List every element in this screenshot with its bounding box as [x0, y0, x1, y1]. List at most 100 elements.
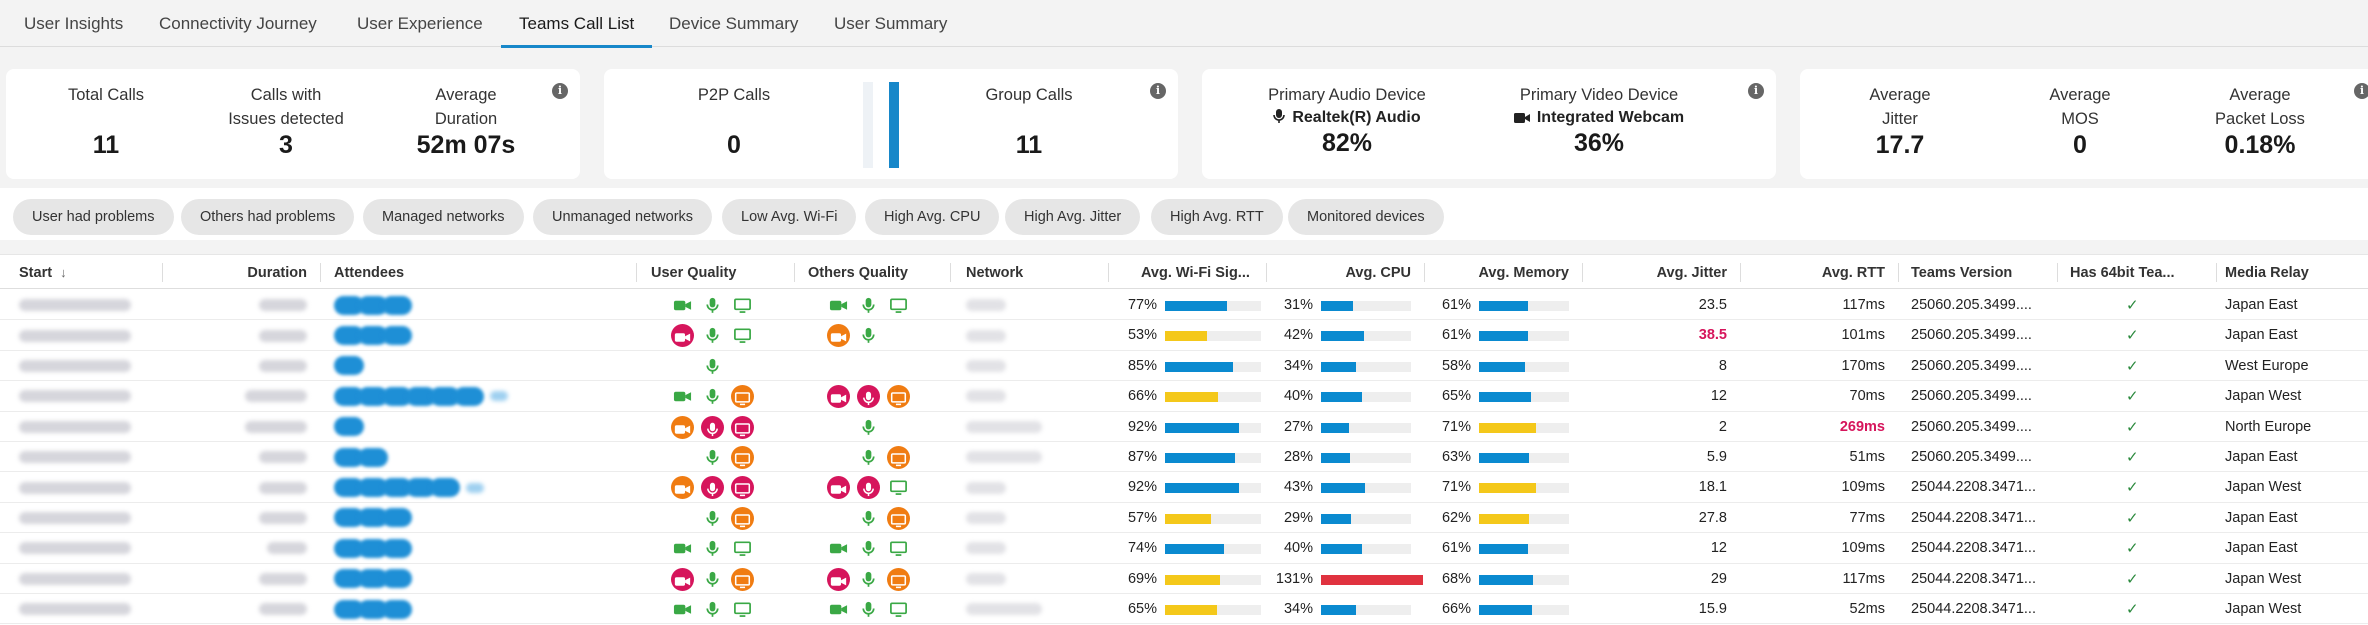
- filter-high-avg-jitter[interactable]: High Avg. Jitter: [1005, 199, 1141, 235]
- checkmark-icon: ✓: [2126, 357, 2139, 375]
- table-row[interactable]: 69% 131% 68% 29 117ms 25044.2208.3471...…: [0, 564, 2368, 594]
- attendees-cell[interactable]: [334, 594, 634, 624]
- attendees-cell[interactable]: [334, 442, 634, 472]
- more-attendees-indicator[interactable]: [490, 391, 508, 402]
- table-row[interactable]: 85% 34% 58% 8 170ms 25060.205.3499.... ✓…: [0, 351, 2368, 382]
- filter-low-avg-wifi[interactable]: Low Avg. Wi-Fi: [722, 199, 857, 235]
- duration-cell: [163, 594, 307, 624]
- table-row[interactable]: 87% 28% 63% 5.9 51ms 25060.205.3499.... …: [0, 442, 2368, 473]
- attendees-cell[interactable]: [334, 503, 634, 533]
- teams-version-value: 25044.2208.3471...: [1911, 601, 2036, 617]
- screen-share-icon: [889, 296, 908, 315]
- duration-redacted: [259, 359, 307, 372]
- col-teams-version[interactable]: Teams Version: [1899, 255, 2058, 290]
- filter-high-avg-rtt[interactable]: High Avg. RTT: [1151, 199, 1283, 235]
- filter-user-had-problems[interactable]: User had problems: [13, 199, 174, 235]
- table-row[interactable]: 66% 40% 65% 12 70ms 25060.205.3499.... ✓…: [0, 381, 2368, 412]
- avg-mos-stat: Average MOS 0: [2020, 83, 2140, 160]
- rtt-value: 109ms: [1841, 540, 1885, 557]
- info-icon[interactable]: i: [2354, 83, 2368, 99]
- table-row[interactable]: 74% 40% 61% 12 109ms 25044.2208.3471... …: [0, 533, 2368, 564]
- attendees-cell[interactable]: [334, 381, 634, 411]
- filter-others-had-problems[interactable]: Others had problems: [181, 199, 355, 235]
- jitter-value: 15.9: [1698, 601, 1727, 617]
- filter-monitored-devices[interactable]: Monitored devices: [1288, 199, 1444, 235]
- sort-descending-icon[interactable]: ↓: [60, 265, 67, 280]
- info-icon[interactable]: i: [1150, 83, 1166, 99]
- cpu-value: 43%: [1283, 479, 1313, 496]
- attendees-cell[interactable]: [334, 351, 634, 381]
- table-row[interactable]: 57% 29% 62% 27.8 77ms 25044.2208.3471...…: [0, 503, 2368, 534]
- memory-value: 61%: [1441, 327, 1471, 344]
- col-memory[interactable]: Avg. Memory: [1425, 255, 1583, 290]
- call-type-card: P2P Calls 0 Group Calls 11 i: [604, 69, 1178, 179]
- attendees-cell[interactable]: [334, 290, 634, 320]
- col-duration[interactable]: Duration: [163, 255, 321, 290]
- attendees-cell[interactable]: [334, 533, 634, 563]
- col-cpu[interactable]: Avg. CPU: [1267, 255, 1425, 290]
- tab-device-summary[interactable]: Device Summary: [669, 14, 799, 33]
- filter-high-avg-cpu[interactable]: High Avg. CPU: [865, 199, 1000, 235]
- checkmark-icon: ✓: [2126, 540, 2139, 558]
- start-redacted: [19, 359, 131, 372]
- table-row[interactable]: 53% 42% 61% 38.5 101ms 25060.205.3499...…: [0, 320, 2368, 351]
- memory-bar: [1479, 483, 1569, 494]
- memory-bar: [1479, 513, 1569, 524]
- col-rtt[interactable]: Avg. RTT: [1741, 255, 1899, 290]
- tab-connectivity-journey[interactable]: Connectivity Journey: [159, 14, 317, 33]
- checkmark-icon: ✓: [2126, 479, 2139, 497]
- table-row[interactable]: 65% 34% 66% 15.9 52ms 25044.2208.3471...…: [0, 594, 2368, 625]
- attendee-avatar: [454, 386, 484, 406]
- duration-redacted: [259, 299, 307, 312]
- wifi-bar: [1165, 301, 1261, 311]
- attendees-cell[interactable]: [334, 472, 634, 502]
- video-camera-icon: [827, 567, 850, 591]
- attendee-avatar: [358, 478, 388, 498]
- network-cell: [966, 320, 1106, 350]
- tab-user-experience[interactable]: User Experience: [357, 14, 483, 33]
- start-cell: [19, 351, 159, 381]
- col-media-relay[interactable]: Media Relay: [2217, 255, 2368, 290]
- table-row[interactable]: 92% 43% 71% 18.1 109ms 25044.2208.3471..…: [0, 472, 2368, 503]
- table-row[interactable]: 77% 31% 61% 23.5 117ms 25060.205.3499...…: [0, 290, 2368, 321]
- more-attendees-indicator[interactable]: [466, 482, 484, 493]
- audio-device-label: Primary Audio Device: [1268, 86, 1426, 104]
- cpu-bar: [1321, 331, 1411, 342]
- attendees-cell[interactable]: [334, 320, 634, 350]
- avg-mos-label-2: MOS: [2061, 110, 2099, 128]
- screen-share-icon: [733, 539, 752, 558]
- audio-device-name: Realtek(R) Audio: [1292, 109, 1421, 126]
- filter-unmanaged-networks[interactable]: Unmanaged networks: [533, 199, 713, 235]
- attendee-avatar: [334, 356, 364, 376]
- screen-share-icon: [731, 446, 754, 469]
- table-row[interactable]: 92% 27% 71% 2 269ms 25060.205.3499.... ✓…: [0, 412, 2368, 442]
- microphone-icon: [859, 539, 878, 558]
- info-icon[interactable]: i: [1748, 83, 1764, 99]
- tab-user-insights[interactable]: User Insights: [24, 14, 124, 33]
- issue-calls-label-2: Issues detected: [228, 110, 344, 128]
- duration-redacted: [259, 603, 307, 616]
- col-user-quality[interactable]: User Quality: [637, 255, 795, 290]
- col-attendees[interactable]: Attendees: [321, 255, 637, 290]
- filter-bar: User had problems Others had problems Ma…: [0, 188, 2368, 240]
- attendees-cell[interactable]: [334, 412, 634, 442]
- attendees-cell[interactable]: [334, 564, 634, 594]
- start-cell: [19, 290, 159, 320]
- microphone-icon: [859, 326, 878, 345]
- col-wifi[interactable]: Avg. Wi-Fi Sig...: [1109, 255, 1267, 290]
- memory-value: 61%: [1441, 540, 1471, 557]
- col-jitter-label: Avg. Jitter: [1656, 265, 1727, 281]
- tab-user-summary[interactable]: User Summary: [834, 14, 948, 33]
- avg-packet-loss-value: 0.18%: [2224, 131, 2296, 159]
- wifi-bar: [1165, 574, 1261, 585]
- filter-managed-networks[interactable]: Managed networks: [363, 199, 524, 235]
- col-others-quality[interactable]: Others Quality: [795, 255, 951, 290]
- tab-teams-call-list[interactable]: Teams Call List: [501, 0, 653, 48]
- col-network[interactable]: Network: [951, 255, 1109, 290]
- col-jitter[interactable]: Avg. Jitter: [1583, 255, 1741, 290]
- col-start[interactable]: Start ↓: [0, 255, 163, 290]
- microphone-icon: [859, 509, 878, 528]
- col-has64bit[interactable]: Has 64bit Tea...: [2058, 255, 2217, 290]
- audio-device-stat: Primary Audio Device Realtek(R) Audio 82…: [1242, 83, 1452, 158]
- info-icon[interactable]: i: [552, 83, 568, 99]
